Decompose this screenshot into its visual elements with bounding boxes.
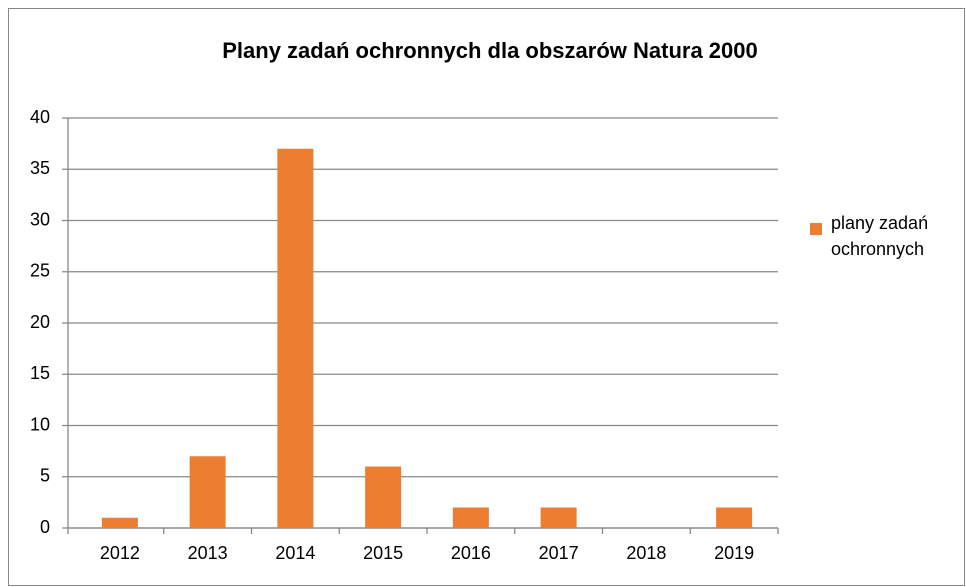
- x-tick-label: 2015: [363, 543, 403, 563]
- legend-swatch: [810, 223, 822, 235]
- y-tick-label: 25: [30, 261, 50, 281]
- y-tick-label: 40: [30, 107, 50, 127]
- y-tick-label: 0: [40, 517, 50, 537]
- x-tick-label: 2014: [275, 543, 315, 563]
- x-tick-label: 2013: [188, 543, 228, 563]
- x-tick-label: 2018: [626, 543, 666, 563]
- bar: [277, 148, 314, 528]
- y-tick-label: 30: [30, 209, 50, 229]
- bar: [189, 456, 226, 528]
- y-tick-label: 35: [30, 158, 50, 178]
- y-tick-label: 5: [40, 466, 50, 486]
- bar: [101, 517, 138, 528]
- legend-label: plany zadań ochronnych: [831, 213, 929, 259]
- y-tick-label: 20: [30, 312, 50, 332]
- x-tick-label: 2016: [451, 543, 491, 563]
- bar: [540, 507, 577, 528]
- y-tick-label: 15: [30, 363, 50, 383]
- bar: [716, 507, 753, 528]
- x-tick-label: 2019: [714, 543, 754, 563]
- chart-border: [8, 8, 965, 586]
- chart-title: Plany zadań ochronnych dla obszarów Natu…: [222, 38, 758, 63]
- bar: [365, 466, 402, 528]
- x-tick-label: 2012: [100, 543, 140, 563]
- y-tick-label: 10: [30, 414, 50, 434]
- bar: [452, 507, 489, 528]
- x-tick-label: 2017: [539, 543, 579, 563]
